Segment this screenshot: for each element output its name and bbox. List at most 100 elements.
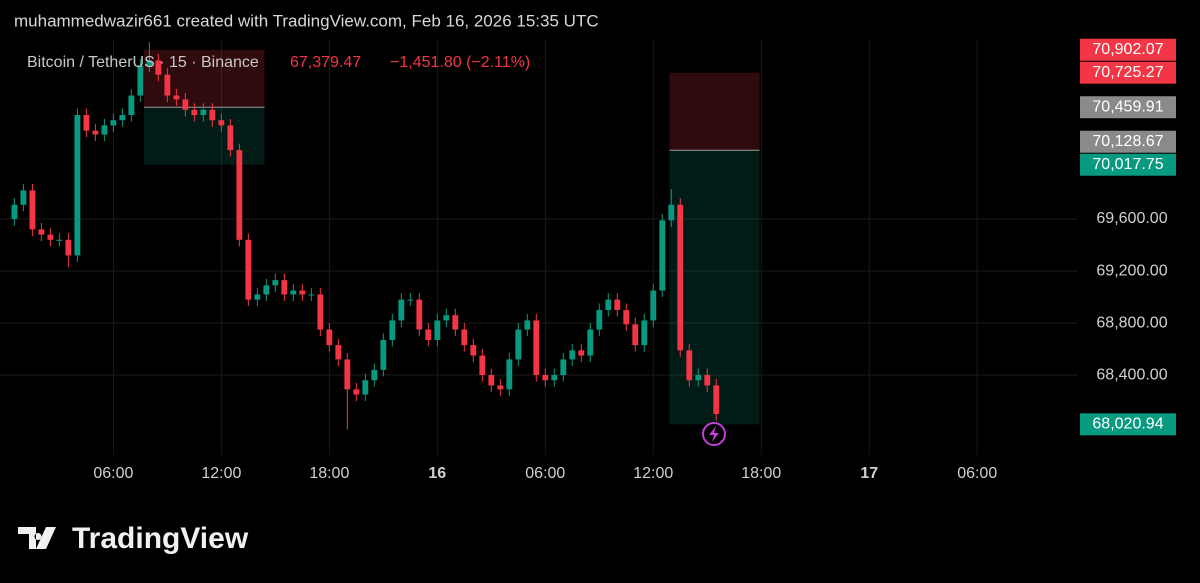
candle-body <box>200 109 207 116</box>
candle-body <box>245 239 252 300</box>
candle-body <box>560 359 567 376</box>
candle-body <box>299 290 306 295</box>
x-tick-label: 16 <box>428 465 446 482</box>
candles <box>11 42 720 430</box>
alert-icon <box>702 422 726 446</box>
candle-body <box>101 125 108 135</box>
candle-body <box>659 220 666 291</box>
candle-body <box>155 60 162 75</box>
candle-body <box>272 280 279 286</box>
target-zone <box>669 150 760 425</box>
price-badge-label: 70,725.27 <box>1092 64 1163 81</box>
price-change: −1,451.80 (−2.11%) <box>390 54 530 71</box>
last-price: 67,379.47 <box>290 54 361 71</box>
candle-body <box>326 329 333 346</box>
y-tick-label: 68,800.00 <box>1096 314 1167 331</box>
y-tick-label: 68,400.00 <box>1096 366 1167 383</box>
candle-body <box>695 375 702 381</box>
candle-body <box>380 339 387 370</box>
candle-body <box>56 239 63 241</box>
candle-body <box>335 345 342 360</box>
candle-body <box>614 299 621 311</box>
candle-body <box>83 115 90 131</box>
candle-body <box>236 150 243 240</box>
candle-body <box>479 355 486 376</box>
candle-body <box>209 109 216 121</box>
candle-body <box>173 95 180 100</box>
candle-body <box>515 329 522 360</box>
candle-body <box>146 60 153 66</box>
candle-body <box>461 329 468 346</box>
y-tick-label: 69,200.00 <box>1096 262 1167 279</box>
price-badge <box>1080 413 1176 436</box>
candle-body <box>227 125 234 151</box>
candle-body <box>128 95 135 116</box>
candle-body <box>47 234 54 240</box>
candle-body <box>362 380 369 395</box>
price-badge-label: 70,902.07 <box>1092 41 1163 58</box>
candle-body <box>164 74 171 96</box>
candle-body <box>668 204 675 221</box>
price-badge-label: 70,128.67 <box>1092 133 1163 150</box>
candle-body <box>632 324 639 346</box>
x-tick-label: 06:00 <box>93 465 133 482</box>
candle-body <box>317 294 324 330</box>
candle-body <box>29 190 36 230</box>
candle-body <box>524 320 531 330</box>
candle-body <box>290 290 297 295</box>
candle-body <box>641 320 648 346</box>
candle-body <box>65 239 72 256</box>
y-tick-label: 69,600.00 <box>1096 210 1167 227</box>
candle-body <box>92 130 99 135</box>
candle-body <box>281 280 288 295</box>
axes: 68,400.00 68,800.00 69,200.00 69,600.00 06:0… <box>93 38 1176 482</box>
candle-body <box>506 359 513 390</box>
candle-body <box>596 310 603 330</box>
candle-body <box>704 375 711 386</box>
candle-body <box>587 329 594 356</box>
candle-body <box>407 299 414 301</box>
x-tick-label: 12:00 <box>201 465 241 482</box>
candle-body <box>713 385 720 415</box>
candle-body <box>569 350 576 360</box>
candle-body <box>38 229 45 235</box>
price-badge-label: 70,017.75 <box>1092 156 1163 173</box>
x-tick-label: 18:00 <box>309 465 349 482</box>
candle-body <box>218 120 225 126</box>
candle-body <box>425 329 432 340</box>
candle-body <box>434 320 441 340</box>
candle-body <box>452 315 459 330</box>
candle-body <box>110 120 117 126</box>
candle-body <box>605 299 612 311</box>
stop-zone <box>669 72 760 151</box>
price-badge <box>1080 96 1176 119</box>
candle-body <box>344 359 351 390</box>
candle-body <box>263 285 270 295</box>
x-tick-label: 06:00 <box>525 465 565 482</box>
candle-body <box>137 65 144 96</box>
candle-body <box>686 350 693 381</box>
price-badge-label: 68,020.94 <box>1092 416 1163 433</box>
candle-body <box>398 299 405 321</box>
positions <box>143 49 760 425</box>
x-tick-label: 06:00 <box>957 465 997 482</box>
candle-body <box>551 375 558 381</box>
x-tick-label: 18:00 <box>741 465 781 482</box>
candle-body <box>650 290 657 321</box>
candle-body <box>389 320 396 340</box>
candle-body <box>371 369 378 381</box>
candle-body <box>677 204 684 351</box>
price-badge-label: 70,459.91 <box>1092 98 1163 115</box>
candle-body <box>20 190 27 205</box>
candle-body <box>254 294 261 300</box>
logo: TradingView <box>18 522 249 555</box>
candle-body <box>542 375 549 381</box>
candle-body <box>353 389 360 395</box>
candle-body <box>623 310 630 325</box>
candle-body <box>308 294 315 296</box>
x-tick-label: 12:00 <box>633 465 673 482</box>
price-badge <box>1080 61 1176 84</box>
